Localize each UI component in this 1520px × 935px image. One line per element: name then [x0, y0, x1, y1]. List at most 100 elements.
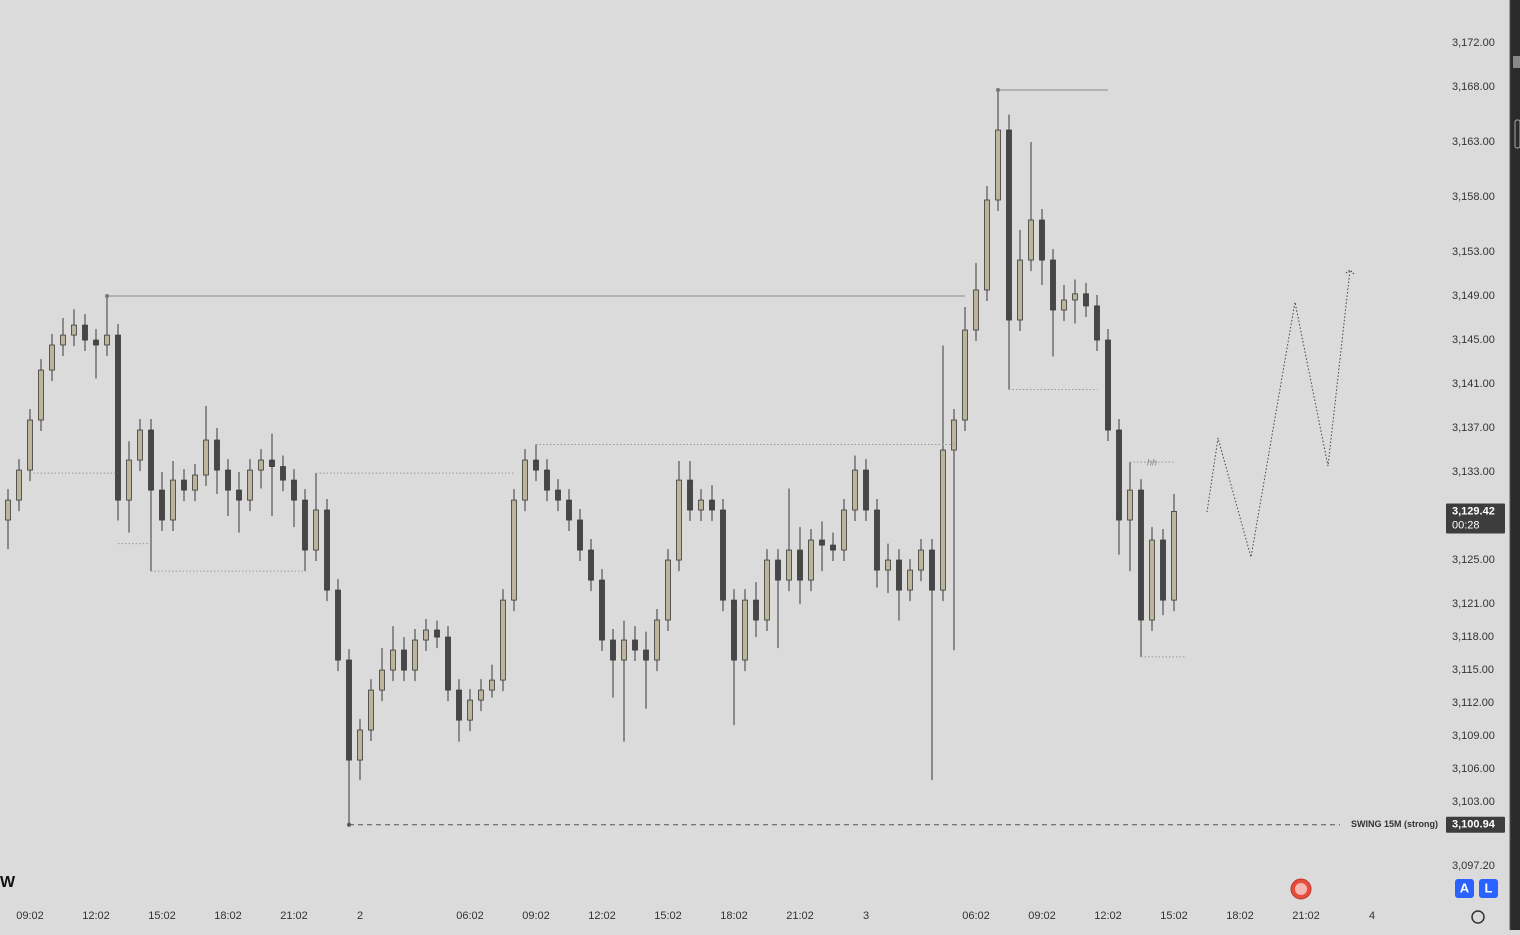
candle-body [1039, 219, 1045, 261]
x-tick-label: 18:02 [214, 910, 242, 922]
x-tick-label: 15:02 [1160, 910, 1188, 922]
x-tick-label: 15:02 [654, 910, 682, 922]
last-price-box [1446, 503, 1505, 534]
candle-body [1094, 305, 1100, 341]
candle-body [324, 509, 330, 591]
candle-body [368, 689, 374, 731]
candle-body [214, 439, 220, 471]
candle-body [852, 469, 858, 511]
candle-body [445, 636, 451, 691]
swing-price-label: 3,100.94 [1452, 819, 1496, 831]
candle-body [379, 669, 385, 691]
y-tick-label: 3,163.00 [1452, 136, 1495, 148]
candle-body [577, 519, 583, 551]
scale-button-label[interactable]: A [1460, 880, 1470, 895]
candle-body [709, 499, 715, 511]
scale-button-label[interactable]: L [1485, 880, 1493, 895]
candle-body [1050, 259, 1056, 311]
candle-body [467, 699, 473, 721]
candle-body [885, 559, 891, 571]
y-tick-label: 3,133.00 [1452, 466, 1495, 478]
candle-body [676, 479, 682, 561]
candle-body [1171, 511, 1177, 601]
candle-body [918, 549, 924, 571]
candle-body [654, 619, 660, 661]
candle-body [687, 479, 693, 511]
candle-body [1061, 299, 1067, 311]
scale-button[interactable] [1479, 879, 1498, 898]
candle-body [104, 334, 110, 346]
candle-body [49, 344, 55, 371]
candle-body [753, 599, 759, 621]
candle-body [951, 419, 957, 451]
candle-body [357, 729, 363, 761]
x-tick-label: 3 [863, 910, 869, 922]
candle-body [940, 449, 946, 591]
swing-anchor [347, 822, 351, 827]
candle-body [544, 469, 550, 491]
candle-body [456, 689, 462, 721]
x-tick-label: 18:02 [1226, 910, 1254, 922]
candle-body [973, 289, 979, 331]
y-tick-label: 3,141.00 [1452, 378, 1495, 390]
candle-body [137, 429, 143, 461]
candle-body [643, 649, 649, 661]
candle-body [313, 509, 319, 551]
candle-body [434, 629, 440, 638]
candle-body [819, 539, 825, 546]
candle-body [1160, 539, 1166, 601]
x-tick-label: 21:02 [1292, 910, 1320, 922]
x-tick-label: 18:02 [720, 910, 748, 922]
candle-body [489, 679, 495, 691]
x-tick-label: 06:02 [962, 910, 990, 922]
candle-body [5, 499, 11, 521]
x-tick-label: 09:02 [1028, 910, 1056, 922]
candle-body [225, 469, 231, 491]
toolbar-icon [1513, 56, 1520, 68]
candle-body [148, 429, 154, 491]
candle-body [1017, 259, 1023, 321]
candle-body [280, 466, 286, 481]
scale-button[interactable] [1455, 879, 1474, 898]
candle-body [258, 459, 264, 471]
candle-body [555, 489, 561, 501]
y-tick-label: 3,115.00 [1452, 664, 1494, 676]
y-tick-label: 3,153.00 [1452, 246, 1495, 258]
candle-body [830, 544, 836, 551]
y-tick-label: 3,168.00 [1452, 81, 1495, 93]
y-tick-label: 3,149.00 [1452, 290, 1495, 302]
candle-body [621, 639, 627, 661]
candle-body [203, 439, 209, 476]
candle-body [401, 649, 407, 671]
candle-body [335, 589, 341, 661]
flag-icon-inner [1295, 883, 1307, 895]
candle-body [159, 489, 165, 521]
x-tick-label: 21:02 [786, 910, 814, 922]
y-tick-label: 3,106.00 [1452, 763, 1495, 775]
toolbar-icon [1514, 119, 1520, 149]
candle-body [1149, 539, 1155, 621]
candle-body [126, 459, 132, 501]
candle-body [742, 599, 748, 661]
level-anchor [996, 87, 1000, 92]
candle-body [797, 549, 803, 581]
candle-body [610, 639, 616, 661]
x-tick-label: 12:02 [1094, 910, 1122, 922]
candle-body [170, 479, 176, 521]
last-price-label: 3,129.42 [1452, 505, 1495, 517]
logo: W [0, 874, 16, 891]
candle-body [665, 559, 671, 621]
candle-body [115, 334, 121, 501]
candle-body [929, 549, 935, 591]
y-tick-label: 3,158.00 [1452, 191, 1495, 203]
candle-body [533, 459, 539, 471]
y-tick-label: 3,125.00 [1452, 554, 1495, 566]
candle-body [247, 469, 253, 501]
candle-body [511, 499, 517, 601]
candle-body [192, 474, 198, 491]
candle-body [1028, 219, 1034, 261]
candle-body [566, 499, 572, 521]
candle-body [1006, 129, 1012, 321]
x-tick-label: 09:02 [522, 910, 550, 922]
settings-icon[interactable] [1471, 910, 1485, 924]
